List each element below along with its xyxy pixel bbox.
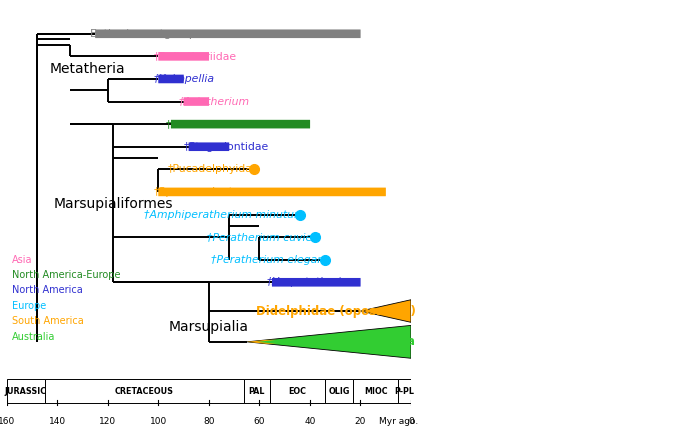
Text: Europe: Europe bbox=[12, 301, 46, 311]
Bar bbox=[270, 379, 325, 404]
Text: 0: 0 bbox=[408, 417, 414, 426]
FancyBboxPatch shape bbox=[171, 120, 310, 128]
Bar bbox=[325, 379, 353, 404]
FancyBboxPatch shape bbox=[158, 75, 184, 83]
Text: †Peratherium elegans: †Peratherium elegans bbox=[212, 255, 330, 265]
Text: Metatheria: Metatheria bbox=[50, 62, 125, 76]
Text: 20: 20 bbox=[355, 417, 366, 426]
Bar bbox=[353, 379, 399, 404]
Text: PAL: PAL bbox=[249, 387, 265, 396]
Text: Didelphidae (opossums): Didelphidae (opossums) bbox=[256, 305, 416, 318]
Text: OLIG: OLIG bbox=[328, 387, 350, 396]
Text: Eutherian outgroup: Eutherian outgroup bbox=[90, 29, 196, 39]
Text: EOC: EOC bbox=[288, 387, 306, 396]
Bar bbox=[45, 379, 245, 404]
Text: 60: 60 bbox=[253, 417, 265, 426]
FancyBboxPatch shape bbox=[95, 30, 360, 38]
Text: †Peratherium cuvieri: †Peratherium cuvieri bbox=[208, 232, 320, 242]
Text: South America: South America bbox=[12, 316, 84, 326]
Text: Australia: Australia bbox=[12, 332, 55, 342]
Text: 80: 80 bbox=[203, 417, 214, 426]
FancyBboxPatch shape bbox=[158, 187, 386, 196]
Text: †Stagodontidae: †Stagodontidae bbox=[184, 142, 269, 152]
Polygon shape bbox=[360, 300, 411, 322]
Text: †Amphiperatherium minutum: †Amphiperatherium minutum bbox=[145, 209, 305, 220]
Text: †Deltatheriidae: †Deltatheriidae bbox=[153, 51, 236, 61]
Text: Australidelphia: Australidelphia bbox=[315, 335, 416, 348]
Bar bbox=[245, 379, 270, 404]
Text: North America: North America bbox=[12, 285, 83, 295]
Text: †Kokopellia: †Kokopellia bbox=[153, 74, 214, 84]
Text: †Pucadelphyidae: †Pucadelphyidae bbox=[168, 164, 260, 174]
Text: †Sparassodonta: †Sparassodonta bbox=[153, 187, 240, 197]
FancyBboxPatch shape bbox=[272, 278, 360, 287]
Text: 100: 100 bbox=[150, 417, 167, 426]
Bar bbox=[7, 379, 45, 404]
Text: †Herpetotherium: †Herpetotherium bbox=[267, 277, 359, 287]
Text: Myr ago.: Myr ago. bbox=[379, 417, 419, 426]
Text: 140: 140 bbox=[49, 417, 66, 426]
FancyBboxPatch shape bbox=[158, 52, 209, 61]
Text: CRETACEOUS: CRETACEOUS bbox=[115, 387, 174, 396]
Text: Marsupialia: Marsupialia bbox=[169, 321, 249, 334]
Text: 160: 160 bbox=[0, 417, 16, 426]
FancyBboxPatch shape bbox=[188, 142, 229, 151]
Bar bbox=[399, 379, 411, 404]
Text: MIOC: MIOC bbox=[364, 387, 388, 396]
Polygon shape bbox=[247, 325, 411, 358]
Text: P-PL: P-PL bbox=[395, 387, 414, 396]
FancyBboxPatch shape bbox=[184, 97, 209, 106]
Text: JURASSIC: JURASSIC bbox=[5, 387, 47, 396]
Text: 120: 120 bbox=[99, 417, 116, 426]
Text: †Asiatherium: †Asiatherium bbox=[179, 97, 250, 107]
Text: †Peradectidae: †Peradectidae bbox=[166, 119, 243, 129]
Text: Asia: Asia bbox=[12, 255, 32, 265]
Text: 40: 40 bbox=[304, 417, 316, 426]
Text: North America-Europe: North America-Europe bbox=[12, 270, 121, 280]
Polygon shape bbox=[247, 340, 277, 344]
Text: Marsupialiformes: Marsupialiformes bbox=[53, 197, 173, 211]
